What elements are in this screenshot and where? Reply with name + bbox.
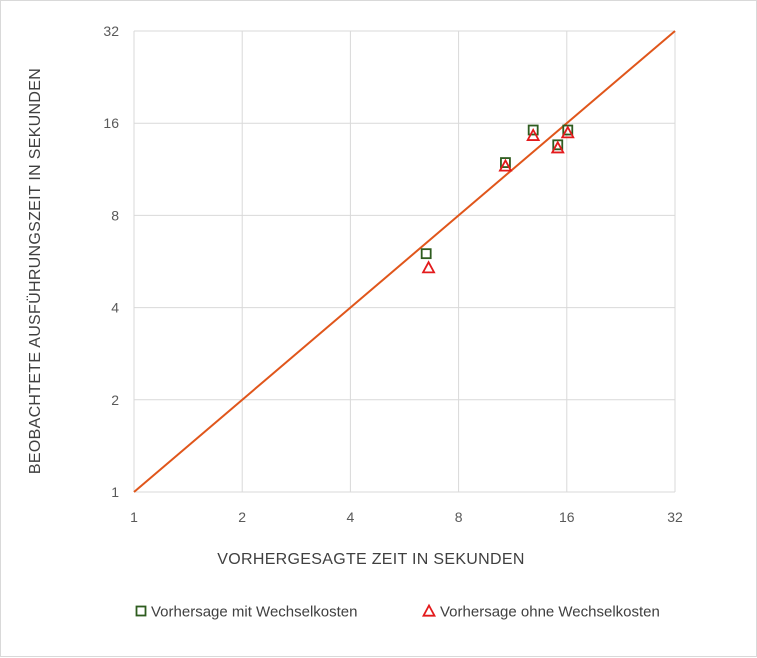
data-point-triangle xyxy=(550,140,565,154)
y-tick-label: 2 xyxy=(111,392,119,408)
x-tick-label: 2 xyxy=(238,509,246,525)
legend-label: Vorhersage ohne Wechselkosten xyxy=(440,604,660,621)
legend-marker-square xyxy=(135,605,147,617)
x-tick-label: 16 xyxy=(559,509,575,525)
reference-line xyxy=(133,30,676,493)
data-point-triangle xyxy=(560,125,575,139)
data-point-square xyxy=(420,248,432,260)
x-tick-label: 8 xyxy=(455,509,463,525)
grid-lines xyxy=(133,30,676,493)
data-point-square xyxy=(500,157,511,168)
legend-marker-triangle xyxy=(421,603,437,617)
data-point-triangle xyxy=(498,158,513,172)
y-tick-label: 32 xyxy=(103,23,119,39)
y-tick-label: 16 xyxy=(103,115,119,131)
data-points xyxy=(420,124,575,274)
data-point-triangle xyxy=(526,127,541,141)
x-axis-title: VORHERGESAGTE ZEIT IN SEKUNDEN xyxy=(217,551,524,568)
x-tick-label: 4 xyxy=(347,509,355,525)
y-axis-ticks: 1 2 4 8 16 32 xyxy=(103,23,119,500)
y-tick-label: 1 xyxy=(111,484,119,500)
x-tick-label: 32 xyxy=(667,509,683,525)
legend-label: Vorhersage mit Wechselkosten xyxy=(151,604,358,621)
reference-line-group xyxy=(133,30,676,493)
legend: Vorhersage mit Wechselkosten Vorhersage o… xyxy=(135,603,660,621)
data-point-square xyxy=(527,124,539,136)
y-axis-title: BEOBACHTETE AUSFÜHRUNGSZEIT IN SEKUNDEN xyxy=(26,68,44,474)
data-point-triangle xyxy=(421,260,436,274)
data-point-square xyxy=(552,139,564,151)
x-tick-label: 1 xyxy=(130,509,138,525)
y-tick-label: 4 xyxy=(111,300,119,316)
x-axis-ticks: 1 2 4 8 16 32 xyxy=(130,509,683,525)
y-tick-label: 8 xyxy=(111,207,119,223)
